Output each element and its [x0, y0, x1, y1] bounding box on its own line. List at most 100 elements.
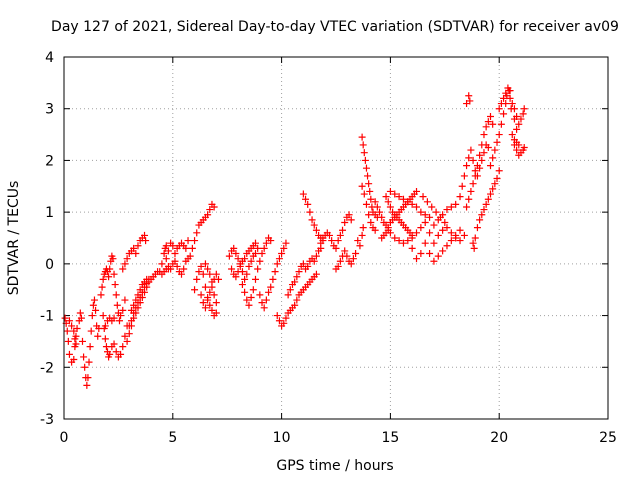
data-point — [467, 187, 475, 195]
data-point — [169, 242, 177, 250]
data-point — [354, 237, 362, 245]
data-point — [132, 296, 140, 304]
data-point — [367, 218, 375, 226]
data-point — [364, 172, 372, 180]
data-point — [134, 242, 142, 250]
data-point — [384, 198, 392, 206]
data-point — [212, 309, 220, 317]
data-point — [469, 239, 477, 247]
data-point — [439, 247, 447, 255]
data-point — [489, 185, 497, 193]
x-axis-label: GPS time / hours — [276, 458, 393, 474]
data-point — [359, 141, 367, 149]
data-point — [109, 255, 117, 263]
data-point — [110, 340, 118, 348]
data-point — [101, 335, 109, 343]
y-tick-label: -1 — [40, 309, 54, 325]
data-point — [434, 231, 442, 239]
data-point — [382, 229, 390, 237]
data-point — [134, 291, 142, 299]
data-point — [408, 234, 416, 242]
data-point — [119, 265, 127, 273]
data-point — [469, 156, 477, 164]
data-point — [167, 265, 175, 273]
data-point — [230, 244, 238, 252]
data-point — [447, 203, 455, 211]
data-point — [293, 273, 301, 281]
data-point — [343, 252, 351, 260]
data-point — [336, 231, 344, 239]
data-point — [256, 257, 264, 265]
data-point — [98, 283, 106, 291]
data-point — [362, 164, 370, 172]
data-point — [456, 193, 464, 201]
data-point — [421, 218, 429, 226]
data-point — [162, 242, 170, 250]
data-point — [110, 270, 118, 278]
data-point — [195, 268, 203, 276]
data-point — [112, 291, 120, 299]
data-point — [452, 234, 460, 242]
data-point — [286, 286, 294, 294]
y-tick-label: -3 — [40, 412, 54, 428]
data-point — [191, 286, 199, 294]
data-point — [308, 216, 316, 224]
data-point — [280, 319, 288, 327]
data-point — [197, 262, 205, 270]
data-point — [206, 206, 214, 214]
data-point — [278, 250, 286, 258]
data-point — [197, 291, 205, 299]
data-point — [441, 218, 449, 226]
data-point — [500, 94, 508, 102]
data-point — [417, 250, 425, 258]
y-tick-label: 0 — [45, 257, 54, 273]
data-point — [426, 229, 434, 237]
data-point — [460, 231, 468, 239]
data-point — [97, 291, 105, 299]
data-point — [360, 190, 368, 198]
data-point — [428, 203, 436, 211]
data-point — [417, 208, 425, 216]
y-tick-label: 1 — [45, 205, 54, 221]
data-point — [88, 312, 96, 320]
data-point — [365, 211, 373, 219]
grid — [64, 57, 608, 419]
data-point — [489, 120, 497, 128]
data-point — [378, 213, 386, 221]
data-point — [304, 200, 312, 208]
data-point — [469, 180, 477, 188]
data-point — [136, 286, 144, 294]
data-point — [225, 252, 233, 260]
data-point — [127, 317, 135, 325]
data-point — [201, 304, 209, 312]
data-point — [228, 265, 236, 273]
data-point — [419, 193, 427, 201]
data-point — [121, 260, 129, 268]
data-point — [480, 149, 488, 157]
data-point — [243, 270, 251, 278]
data-point — [293, 296, 301, 304]
data-point — [520, 105, 528, 113]
data-point — [173, 262, 181, 270]
data-point — [61, 314, 69, 322]
data-point — [121, 332, 129, 340]
data-point — [105, 273, 113, 281]
data-point — [273, 260, 281, 268]
data-point — [513, 125, 521, 133]
x-tick-label: 10 — [273, 430, 291, 446]
data-point — [160, 250, 168, 258]
data-point — [443, 224, 451, 232]
data-point — [191, 237, 199, 245]
data-point — [508, 131, 516, 139]
data-point — [188, 244, 196, 252]
data-point — [359, 224, 367, 232]
data-point — [466, 97, 474, 105]
data-point — [241, 255, 249, 263]
data-point — [117, 350, 125, 358]
data-point — [273, 312, 281, 320]
data-point — [341, 218, 349, 226]
data-point — [123, 255, 131, 263]
data-point — [238, 281, 246, 289]
data-point — [432, 208, 440, 216]
